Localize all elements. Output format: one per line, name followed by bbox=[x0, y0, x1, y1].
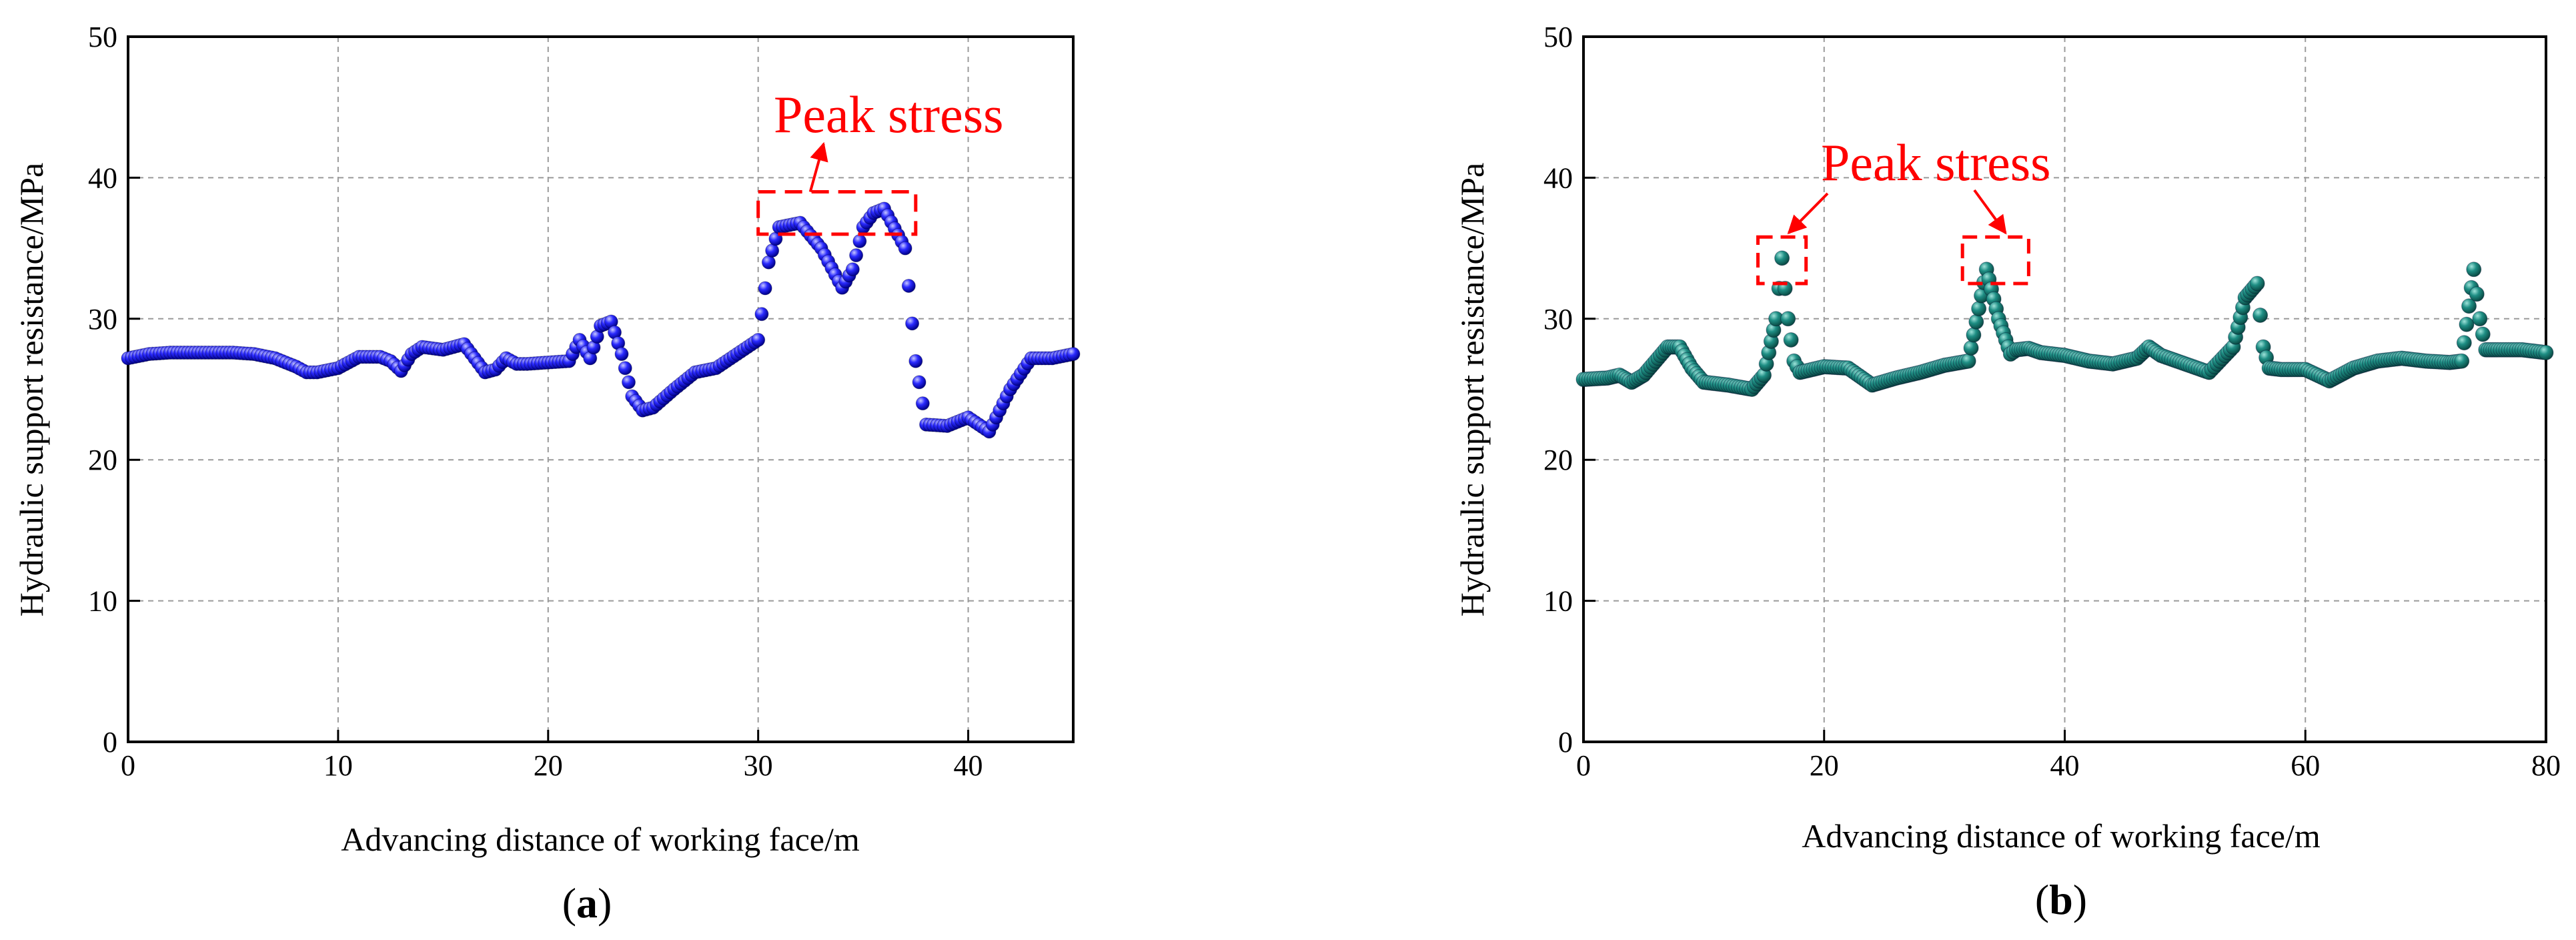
data-point bbox=[1963, 340, 1979, 356]
data-point bbox=[2252, 308, 2269, 324]
peak-arrow-b bbox=[1973, 189, 2007, 235]
data-point bbox=[1966, 327, 1982, 343]
x-tick-label: 20 bbox=[1810, 749, 1839, 782]
x-tick-label: 30 bbox=[744, 749, 773, 782]
x-axis-label-b: Advancing distance of working face/m bbox=[1802, 817, 2321, 855]
data-point bbox=[765, 244, 780, 258]
data-point bbox=[2454, 353, 2470, 369]
peak-box-a bbox=[756, 190, 918, 236]
plot-frame-a bbox=[127, 35, 1075, 743]
y-tick-label: 50 bbox=[1543, 21, 1573, 53]
data-point bbox=[845, 262, 860, 277]
data-point bbox=[898, 241, 912, 256]
data-point bbox=[2469, 286, 2485, 302]
y-tick-label: 10 bbox=[88, 585, 117, 618]
series-b bbox=[1575, 250, 2554, 397]
y-tick-label: 20 bbox=[1543, 444, 1573, 476]
caption-a: (a) bbox=[562, 879, 612, 927]
data-point bbox=[1968, 314, 1984, 330]
data-point bbox=[2461, 298, 2477, 314]
x-axis-label-a: Advancing distance of working face/m bbox=[341, 821, 860, 858]
grid-b bbox=[1583, 37, 2546, 742]
x-tick-label: 60 bbox=[2291, 749, 2320, 782]
data-point bbox=[618, 361, 632, 376]
data-point bbox=[2459, 316, 2475, 332]
peak-box-b bbox=[1960, 235, 2030, 286]
y-tick-label: 0 bbox=[1558, 726, 1573, 759]
x-tick-label: 80 bbox=[2531, 749, 2561, 782]
peak-arrow-b bbox=[1787, 192, 1829, 235]
data-point bbox=[1960, 353, 1976, 369]
caption-b: (b) bbox=[2035, 876, 2087, 923]
annotation-boxes-b bbox=[1756, 189, 2030, 286]
y-tick-label: 30 bbox=[1543, 303, 1573, 336]
chart-panel-a: 0 10 20 30 40 0 10 20 30 40 50 Peak stress Advanci… bbox=[13, 21, 1081, 927]
data-point bbox=[761, 255, 776, 270]
x-tick-label: 0 bbox=[1576, 749, 1591, 782]
y-tick-label: 40 bbox=[88, 161, 117, 194]
x-tick-label: 40 bbox=[954, 749, 983, 782]
data-point bbox=[621, 375, 636, 390]
y-tick-label: 40 bbox=[1543, 161, 1573, 194]
data-point bbox=[751, 333, 766, 348]
data-point bbox=[1971, 301, 1987, 317]
data-point bbox=[908, 354, 923, 368]
y-tick-label: 10 bbox=[1543, 585, 1573, 618]
peak-box-b bbox=[1756, 235, 1808, 286]
data-point bbox=[901, 278, 916, 293]
y-axis-label-a: Hydraulic support resistance/MPa bbox=[13, 163, 50, 616]
data-point bbox=[849, 248, 864, 263]
data-point bbox=[2466, 262, 2482, 278]
ticks-a: 0 10 20 30 40 0 10 20 30 40 50 bbox=[88, 21, 983, 782]
ticks-b: 0 20 40 60 80 0 10 20 30 40 50 bbox=[1543, 21, 2561, 782]
data-point bbox=[905, 316, 920, 331]
x-tick-label: 0 bbox=[121, 749, 135, 782]
chart-panel-b: 0 20 40 60 80 0 10 20 30 40 50 Peak stress Advanci… bbox=[1453, 21, 2561, 923]
annotation-peak-stress-a: Peak stress bbox=[774, 85, 1003, 143]
peak-arrow-a bbox=[808, 141, 828, 193]
x-tick-label: 20 bbox=[534, 749, 563, 782]
data-point bbox=[758, 281, 772, 296]
data-point bbox=[912, 375, 926, 390]
data-point bbox=[915, 396, 930, 411]
data-point bbox=[852, 234, 867, 249]
y-tick-label: 20 bbox=[88, 444, 117, 476]
annotation-peak-stress-b: Peak stress bbox=[1821, 133, 2050, 191]
y-tick-label: 30 bbox=[88, 303, 117, 336]
data-point bbox=[1780, 311, 1796, 327]
data-point bbox=[2538, 345, 2554, 361]
series-a bbox=[121, 201, 1081, 439]
data-point bbox=[614, 347, 629, 362]
x-tick-label: 40 bbox=[2050, 749, 2080, 782]
data-point bbox=[1783, 332, 1799, 348]
y-tick-label: 0 bbox=[103, 726, 117, 759]
y-axis-label-b: Hydraulic support resistance/MPa bbox=[1453, 163, 1491, 616]
y-tick-label: 50 bbox=[88, 21, 117, 53]
x-tick-label: 10 bbox=[324, 749, 353, 782]
data-point bbox=[2475, 326, 2491, 342]
data-point bbox=[1066, 347, 1081, 362]
data-point bbox=[754, 307, 769, 322]
data-point bbox=[2472, 311, 2488, 327]
data-point bbox=[1774, 250, 1790, 266]
data-point bbox=[2456, 335, 2472, 351]
data-point bbox=[2249, 276, 2265, 292]
